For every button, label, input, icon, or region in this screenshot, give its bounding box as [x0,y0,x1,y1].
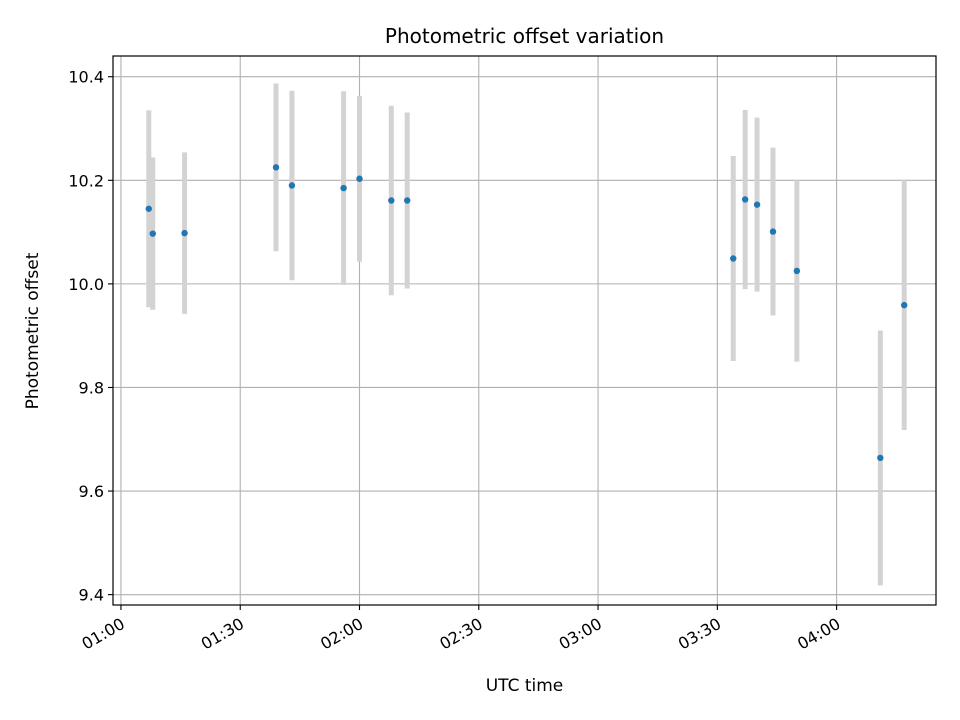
y-tick-label: 9.4 [79,586,104,605]
data-point [340,184,347,192]
data-point [877,454,884,462]
data-point [145,205,152,212]
y-axis-ticks: 9.4 9.6 9.8 10.0 10.2 10.4 [68,68,113,605]
data-point [272,164,280,171]
y-tick-label: 10.0 [68,275,104,294]
data-points [145,164,908,462]
y-tick-label: 10.4 [68,68,104,87]
data-point [741,196,749,203]
data-point [288,182,296,189]
data-point [181,229,188,237]
plot-frame [112,55,937,606]
data-point [769,228,777,235]
chart-title: Photometric offset variation [385,24,664,48]
y-tick-label: 9.6 [79,482,104,501]
x-axis-title: UTC time [486,676,564,696]
data-point [793,267,801,275]
y-tick-label: 9.8 [79,378,104,397]
data-point [753,201,761,208]
data-point [388,197,395,204]
data-point [404,197,411,204]
data-point [149,230,156,237]
grid-lines [113,56,936,605]
data-point [356,175,363,182]
data-point [730,255,737,262]
y-axis-title: Photometric offset [23,252,43,409]
y-tick-label: 10.2 [68,171,104,190]
data-point [900,301,908,309]
